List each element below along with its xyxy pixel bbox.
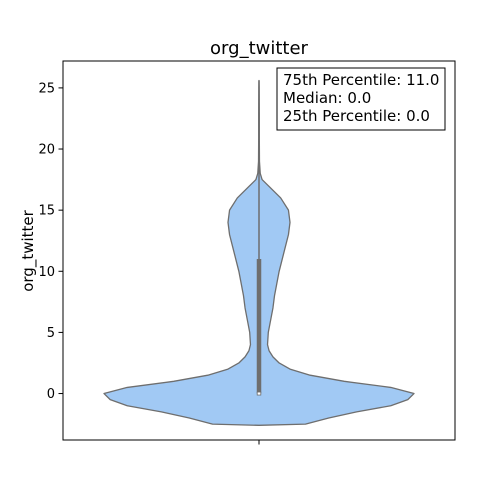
chart-title: org_twitter <box>210 38 308 59</box>
y-tick-label: 5 <box>47 326 55 341</box>
annotation-line-q3: 75th Percentile: 11.0 <box>283 71 439 89</box>
plot-area <box>103 79 415 426</box>
percentile-annotation-box: 75th Percentile: 11.0 Median: 0.0 25th P… <box>276 67 446 131</box>
annotation-line-median: Median: 0.0 <box>283 89 371 107</box>
annotation-line-q1: 25th Percentile: 0.0 <box>283 107 430 125</box>
y-tick-label: 25 <box>38 81 55 96</box>
y-tick-label: 10 <box>38 265 55 280</box>
annotation-frame <box>276 67 446 131</box>
y-axis: 0 5 10 15 20 25 <box>38 81 63 402</box>
y-axis-label: org_twitter <box>19 209 38 291</box>
y-tick-label: 0 <box>47 387 55 402</box>
y-tick-label: 20 <box>38 143 55 158</box>
y-tick-label: 15 <box>38 204 55 219</box>
violin-median-marker <box>256 391 262 396</box>
